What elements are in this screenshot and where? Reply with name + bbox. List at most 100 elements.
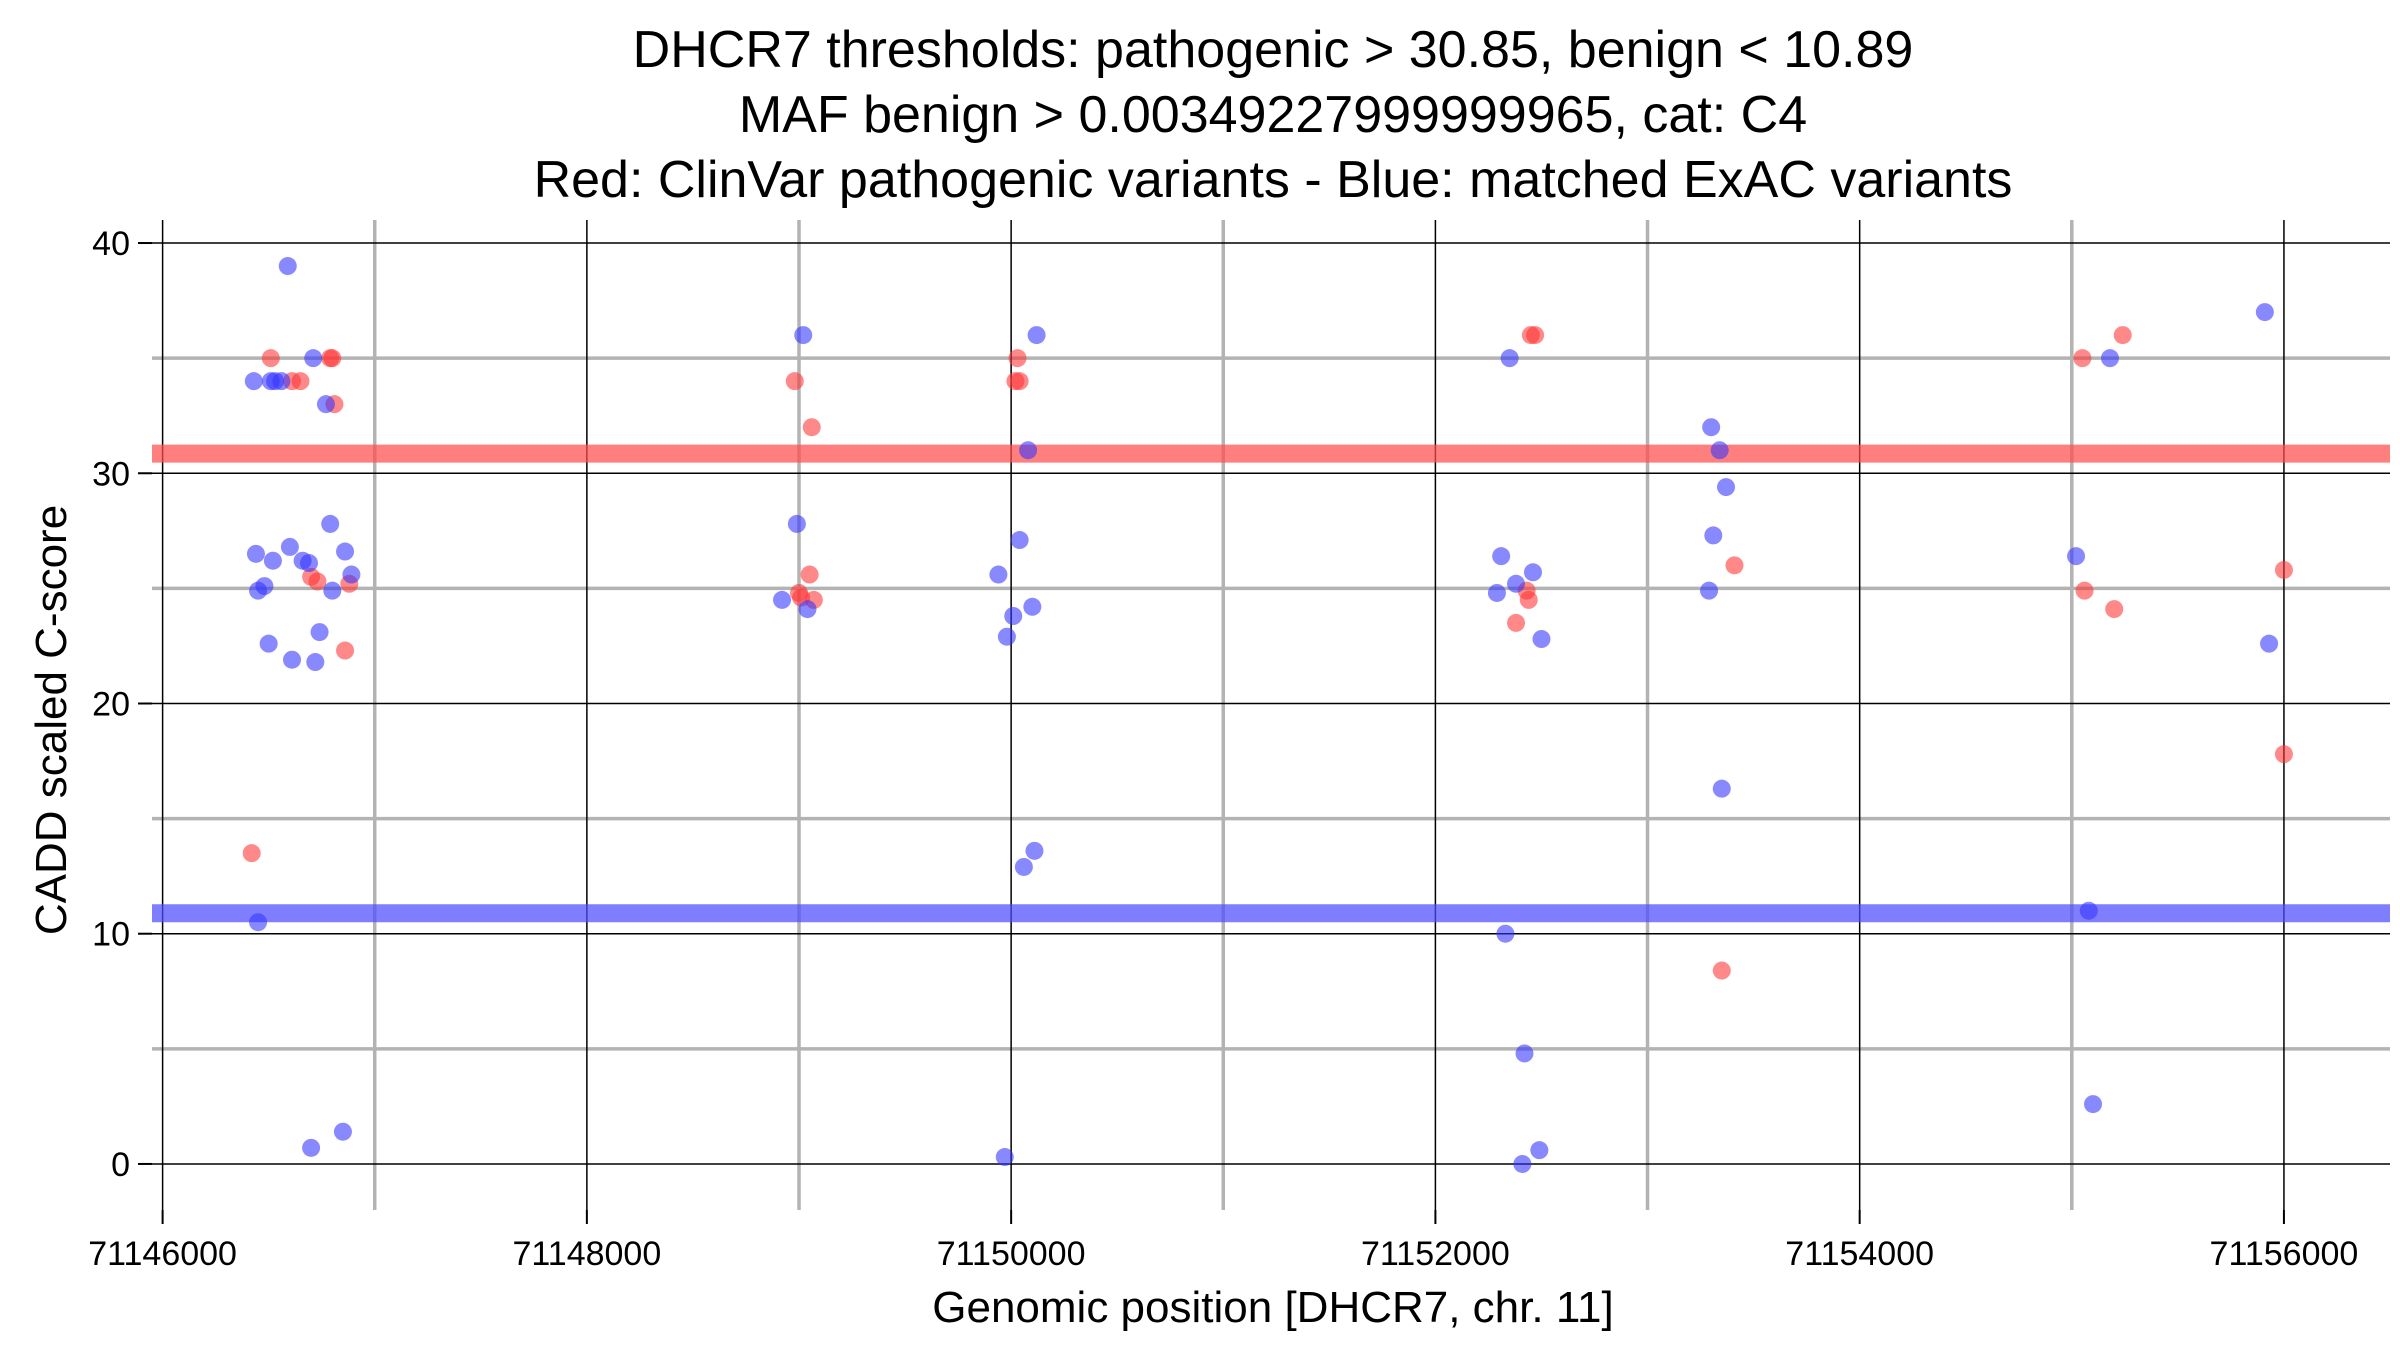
- exac-point: [1023, 597, 1042, 616]
- exac-point: [2100, 349, 2119, 368]
- exac-point: [995, 1148, 1014, 1167]
- exac-point: [302, 1138, 321, 1157]
- exac-point: [1492, 547, 1511, 566]
- exac-point: [1496, 924, 1515, 943]
- exac-point: [1710, 441, 1729, 460]
- exac-point: [255, 577, 274, 596]
- x-tick-label: 71150000: [937, 1235, 1086, 1273]
- title-line-2: MAF benign > 0.00349227999999965, cat: C…: [739, 86, 1807, 144]
- x-tick-label: 71146000: [88, 1235, 237, 1273]
- clinvar-point: [1507, 613, 1526, 632]
- y-tick-label: 40: [92, 225, 130, 263]
- exac-point: [278, 257, 297, 276]
- exac-point: [1004, 607, 1023, 625]
- clinvar-point: [291, 372, 310, 391]
- exac-point: [316, 395, 335, 414]
- exac-point: [323, 581, 342, 600]
- exac-point: [1717, 478, 1736, 497]
- exac-point: [794, 326, 813, 345]
- exac-point: [997, 627, 1016, 646]
- exac-point: [263, 551, 282, 570]
- title-line-1: DHCR7 thresholds: pathogenic > 30.85, be…: [633, 21, 1914, 79]
- exac-point: [1515, 1044, 1534, 1063]
- exac-point: [244, 372, 263, 391]
- y-axis-label: CADD scaled C-score: [27, 505, 76, 935]
- exac-point: [259, 634, 278, 653]
- exac-point: [2084, 1095, 2103, 1114]
- exac-point: [1702, 418, 1721, 437]
- x-axis-label: Genomic position [DHCR7, chr. 11]: [932, 1283, 1613, 1332]
- exac-point: [989, 565, 1008, 584]
- clinvar-point: [1010, 372, 1029, 391]
- clinvar-point: [2105, 600, 2124, 619]
- exac-point: [304, 349, 323, 368]
- exac-point: [773, 590, 792, 609]
- axes: [138, 242, 2285, 1224]
- exac-point: [1010, 531, 1029, 550]
- exac-point: [1500, 349, 1519, 368]
- clinvar-point: [2073, 349, 2092, 368]
- clinvar-point: [1008, 349, 1027, 368]
- clinvar-point: [336, 641, 355, 660]
- clinvar-point: [2113, 326, 2132, 345]
- exac-point: [1019, 441, 1038, 460]
- clinvar-point: [2274, 745, 2293, 764]
- chart-title: DHCR7 thresholds: pathogenic > 30.85, be…: [534, 21, 2013, 209]
- title-line-3: Red: ClinVar pathogenic variants - Blue:…: [534, 151, 2013, 209]
- exac-point: [1487, 583, 1506, 602]
- exac-point: [336, 542, 355, 561]
- clinvar-point: [1519, 590, 1538, 609]
- exac-point: [1532, 630, 1551, 649]
- exac-point: [1513, 1154, 1532, 1173]
- y-tick-label: 0: [111, 1146, 130, 1184]
- exac-point: [1704, 526, 1723, 545]
- exac-point: [299, 554, 318, 573]
- exac-point: [2260, 634, 2279, 653]
- exac-point: [2255, 303, 2274, 322]
- exac-point: [1712, 779, 1731, 798]
- exac-point: [1523, 563, 1542, 582]
- exac-point: [272, 372, 291, 391]
- clinvar-point: [1712, 961, 1731, 980]
- exac-point: [249, 913, 268, 932]
- exac-point: [787, 514, 806, 533]
- clinvar-point: [2274, 560, 2293, 579]
- tick-labels: 0 10 20 30 40 71146000 71148000 71150000 7115200…: [88, 225, 2358, 1273]
- data-points: [242, 257, 2293, 1173]
- clinvar-point: [785, 372, 804, 391]
- clinvar-point: [802, 418, 821, 437]
- exac-point: [1014, 857, 1033, 876]
- exac-point: [280, 537, 299, 556]
- exac-point: [2079, 901, 2098, 920]
- exac-point: [321, 514, 340, 533]
- clinvar-point: [308, 572, 327, 591]
- exac-point: [342, 565, 361, 584]
- minor-gridlines: [152, 220, 2390, 1210]
- major-gridlines: [152, 220, 2390, 1210]
- clinvar-point: [323, 349, 342, 368]
- exac-point: [798, 600, 817, 619]
- clinvar-point: [242, 844, 261, 863]
- exac-point: [333, 1122, 352, 1141]
- x-tick-label: 71152000: [1361, 1235, 1510, 1273]
- exac-point: [283, 650, 302, 669]
- y-tick-label: 10: [92, 916, 130, 954]
- exac-point: [1507, 574, 1526, 593]
- exac-point: [246, 544, 265, 563]
- clinvar-point: [1526, 326, 1545, 345]
- clinvar-point: [800, 565, 819, 584]
- threshold-lines: [152, 444, 2390, 923]
- exac-point: [306, 653, 325, 672]
- exac-point: [1027, 326, 1046, 345]
- exac-point: [1530, 1141, 1549, 1160]
- exac-point: [310, 623, 329, 642]
- x-tick-label: 71156000: [2210, 1235, 2359, 1273]
- clinvar-point: [2075, 581, 2094, 600]
- y-tick-label: 20: [92, 685, 130, 723]
- clinvar-point: [1725, 556, 1744, 575]
- exac-point: [2067, 547, 2086, 566]
- y-tick-label: 30: [92, 455, 130, 493]
- exac-point: [1700, 581, 1719, 600]
